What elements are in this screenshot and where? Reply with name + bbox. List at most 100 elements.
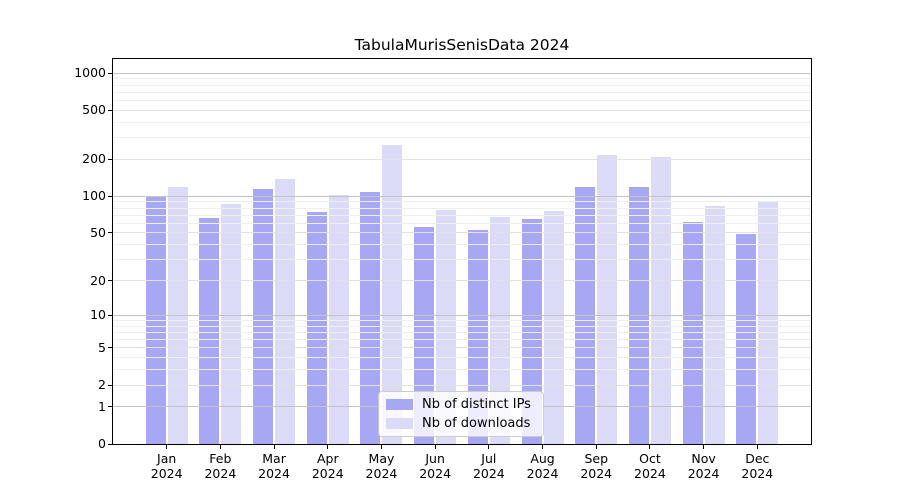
x-tick-mark-dec: [756, 445, 758, 449]
y-gridline-minor-30: [113, 259, 811, 261]
y-gridline-major-10: [113, 314, 811, 316]
legend-item-downloads: Nb of downloads: [379, 416, 543, 431]
x-tick-label-oct: Oct 2024: [634, 451, 666, 481]
bar-distinct-ips-apr: [306, 212, 327, 444]
y-tick-label-500: 500: [82, 102, 106, 118]
x-tick-mark-jun: [434, 445, 436, 449]
y-gridline-mid-5: [113, 347, 811, 349]
bar-downloads-feb: [221, 204, 242, 444]
y-gridline-minor-600: [113, 99, 811, 101]
bar-downloads-dec: [758, 201, 779, 444]
bar-distinct-ips-dec: [736, 233, 757, 444]
y-tick-label-10: 10: [90, 307, 106, 323]
y-tick-label-0: 0: [98, 436, 106, 451]
x-tick-label-jun: Jun 2024: [419, 451, 452, 481]
legend-label-downloads: Nb of downloads: [422, 416, 531, 431]
bar-distinct-ips-may: [360, 192, 381, 444]
y-gridline-minor-900: [113, 78, 811, 80]
y-tick-mark-0: [108, 443, 112, 445]
y-gridline-major-100: [113, 195, 811, 197]
y-tick-mark-10: [108, 314, 112, 316]
y-tick-label-50: 50: [90, 224, 106, 240]
legend-swatch-downloads-icon: [386, 418, 413, 429]
y-gridline-minor-400: [113, 121, 811, 123]
bar-downloads-mar: [275, 179, 296, 444]
bar-downloads-aug: [543, 210, 564, 444]
x-tick-label-dec: Dec 2024: [741, 451, 774, 481]
bar-downloads-oct: [650, 156, 671, 444]
x-tick-mark-aug: [542, 445, 544, 449]
bar-distinct-ips-nov: [682, 222, 703, 444]
x-tick-mark-mar: [273, 445, 275, 449]
y-gridline-mid-2: [113, 384, 811, 386]
legend: Nb of distinct IPs Nb of downloads: [378, 391, 544, 437]
x-tick-label-sep: Sep 2024: [580, 451, 613, 481]
bar-downloads-apr: [328, 194, 349, 444]
bar-distinct-ips-jun: [414, 226, 435, 444]
y-gridline-minor-800: [113, 84, 811, 86]
y-gridline-mid-50: [113, 232, 811, 234]
y-gridline-minor-9: [113, 319, 811, 321]
y-tick-mark-200: [108, 158, 112, 160]
x-tick-label-apr: Apr 2024: [311, 451, 344, 481]
x-tick-mark-feb: [219, 445, 221, 449]
y-gridline-minor-7: [113, 331, 811, 333]
y-tick-mark-1000: [108, 72, 112, 74]
y-gridline-mid-20: [113, 280, 811, 282]
bar-downloads-jul: [489, 217, 510, 444]
y-gridline-minor-80: [113, 207, 811, 209]
x-tick-mark-oct: [649, 445, 651, 449]
plot-frame: [112, 58, 812, 445]
y-tick-mark-500: [108, 109, 112, 111]
x-tick-label-nov: Nov 2024: [687, 451, 720, 481]
y-tick-label-2: 2: [98, 377, 106, 393]
x-tick-mark-apr: [327, 445, 329, 449]
y-tick-mark-50: [108, 232, 112, 234]
y-tick-label-1000: 1000: [74, 65, 106, 81]
y-tick-mark-1: [108, 406, 112, 408]
y-tick-label-1: 1: [98, 398, 106, 414]
x-tick-label-may: May 2024: [365, 451, 398, 481]
x-tick-mark-nov: [703, 445, 705, 449]
y-tick-mark-5: [108, 347, 112, 349]
legend-label-distinct-ips: Nb of distinct IPs: [422, 397, 531, 412]
y-gridline-minor-90: [113, 201, 811, 203]
x-tick-label-aug: Aug 2024: [526, 451, 559, 481]
y-gridline-minor-6: [113, 339, 811, 341]
y-tick-mark-100: [108, 195, 112, 197]
x-tick-label-jul: Jul 2024: [472, 451, 505, 481]
y-gridline-major-1000: [113, 72, 811, 74]
bar-downloads-sep: [597, 154, 618, 444]
y-tick-label-5: 5: [98, 339, 106, 355]
y-gridline-minor-300: [113, 137, 811, 139]
x-tick-mark-jul: [488, 445, 490, 449]
y-tick-mark-2: [108, 384, 112, 386]
y-gridline-minor-700: [113, 91, 811, 93]
bar-distinct-ips-aug: [521, 219, 542, 444]
x-tick-mark-sep: [595, 445, 597, 449]
x-tick-mark-may: [380, 445, 382, 449]
y-gridline-minor-4: [113, 357, 811, 359]
y-gridline-minor-40: [113, 244, 811, 246]
x-tick-label-jan: Jan 2024: [150, 451, 183, 481]
y-tick-label-20: 20: [90, 272, 106, 288]
y-gridline-mid-200: [113, 158, 811, 160]
x-tick-mark-jan: [166, 445, 168, 449]
y-gridline-minor-8: [113, 325, 811, 327]
y-gridline-minor-60: [113, 222, 811, 224]
y-gridline-minor-70: [113, 214, 811, 216]
y-tick-label-200: 200: [82, 151, 106, 167]
bar-distinct-ips-feb: [199, 218, 220, 444]
legend-item-distinct-ips: Nb of distinct IPs: [379, 397, 543, 412]
x-tick-label-feb: Feb 2024: [204, 451, 237, 481]
bar-distinct-ips-jul: [467, 229, 488, 444]
y-gridline-minor-3: [113, 369, 811, 371]
chart-title: TabulaMurisSenisData 2024: [354, 36, 570, 54]
bar-distinct-ips-mar: [253, 188, 274, 444]
y-tick-label-100: 100: [82, 188, 106, 204]
legend-swatch-distinct-ips-icon: [386, 399, 413, 410]
x-tick-label-mar: Mar 2024: [258, 451, 290, 481]
